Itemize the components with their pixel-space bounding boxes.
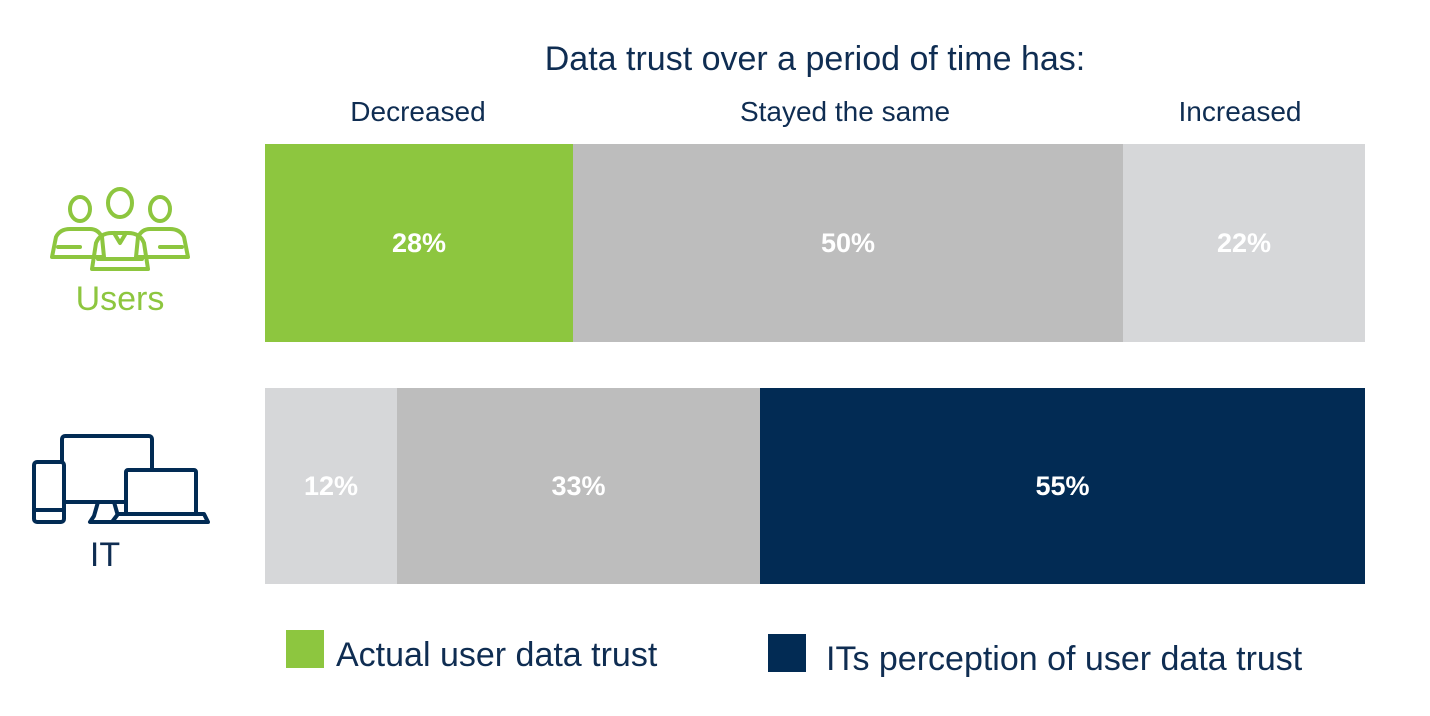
column-header-stayed-the-same: Stayed the same xyxy=(739,96,951,127)
legend-swatch-actual-user-data-trust xyxy=(286,630,324,668)
data-label: 55% xyxy=(1035,470,1090,501)
users-bar: 28% 50% 22% xyxy=(265,144,1365,342)
row-label-it: IT xyxy=(89,536,121,574)
legend-swatch-its-perception xyxy=(768,634,806,672)
it-bar-segment-decreased: 12% xyxy=(265,388,397,584)
data-label: 28% xyxy=(391,227,447,258)
users-bar-segment-decreased: 28% xyxy=(265,144,573,342)
it-bar: 12% 33% 55% xyxy=(265,388,1365,584)
legend-label-its-perception: ITs perception of user data trust xyxy=(826,640,1303,678)
data-label: 12% xyxy=(303,470,359,501)
row-label-users: Users xyxy=(75,280,165,318)
it-bar-segment-increased: 55% xyxy=(760,388,1365,584)
it-bar-segment-stayed-the-same: 33% xyxy=(397,388,760,584)
data-label: 33% xyxy=(551,470,606,501)
users-bar-segment-increased: 22% xyxy=(1123,144,1365,342)
users-icon xyxy=(40,185,200,275)
legend-label-actual-user-data-trust: Actual user data trust xyxy=(336,636,658,674)
users-bar-segment-stayed-the-same: 50% xyxy=(573,144,1123,342)
column-header-decreased: Decreased xyxy=(350,96,486,127)
chart-title: Data trust over a period of time has: xyxy=(544,40,1086,78)
column-header-increased: Increased xyxy=(1178,96,1302,127)
data-label: 22% xyxy=(1216,227,1272,258)
data-label: 50% xyxy=(820,227,876,258)
devices-icon xyxy=(30,432,212,528)
